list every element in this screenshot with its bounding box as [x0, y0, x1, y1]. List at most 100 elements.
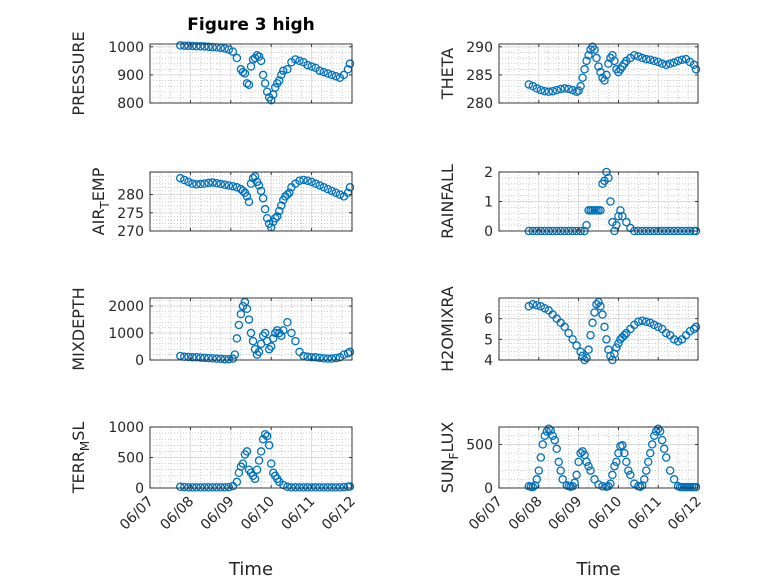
data-point: [188, 41, 197, 51]
data-point: [315, 181, 324, 190]
data-point: [331, 188, 341, 198]
data-point: [574, 457, 583, 467]
data-point: [554, 457, 563, 467]
y-axis-label-subscript: M: [78, 441, 92, 451]
y-tick-label: 0: [135, 481, 144, 497]
data-point: [260, 430, 270, 439]
subplot-pressure: 800 900 1000 PRESSURE: [69, 31, 355, 116]
data-point: [236, 309, 246, 319]
y-axis-label: SUNFLUX: [438, 422, 461, 494]
data-point: [558, 475, 567, 484]
data-point: [624, 466, 633, 475]
y-tick-label: 1000: [108, 326, 144, 342]
data-point: [307, 177, 316, 187]
data-point: [224, 354, 234, 364]
data-point: [524, 80, 534, 89]
y-tick-label: 1000: [108, 420, 144, 436]
data-point: [596, 206, 605, 215]
data-point: [299, 175, 308, 185]
data-point: [528, 299, 538, 309]
data-point: [606, 351, 615, 361]
data-point: [260, 204, 270, 214]
data-point: [319, 67, 328, 77]
data-point: [612, 343, 621, 352]
data-point: [647, 440, 657, 449]
data-point: [277, 70, 286, 80]
y-axis-label: AIRTEMP: [89, 167, 112, 235]
data-point: [661, 60, 671, 70]
data-point: [657, 435, 667, 445]
data-point: [586, 466, 595, 475]
data-point: [242, 79, 252, 88]
data-point: [204, 353, 213, 363]
y-tick-label: 1000: [108, 40, 144, 56]
data-point: [220, 44, 229, 53]
y-tick-label: 900: [117, 68, 144, 84]
data-point: [291, 483, 300, 492]
data-point: [649, 320, 659, 330]
data-point: [242, 304, 252, 314]
data-point: [295, 176, 304, 185]
series-markers: [176, 297, 355, 364]
subplot-terr-msl: 0 500 1000 TERRMSL 06/07 06/08 06/09 06/10 06/11…: [69, 420, 359, 580]
data-point: [268, 334, 278, 343]
data-point: [669, 475, 679, 484]
data-point: [246, 328, 256, 338]
y-axis-label: TERRMSL: [69, 422, 92, 495]
data-point: [610, 56, 619, 66]
data-point: [345, 183, 355, 192]
data-point: [600, 76, 609, 85]
data-point: [552, 85, 561, 95]
y-axis-label-tail: EMP: [89, 167, 108, 201]
data-point: [279, 66, 288, 75]
x-axis-label: Time: [575, 559, 620, 580]
y-axis-label-main: PRESSURE: [69, 31, 88, 115]
data-point: [592, 299, 601, 309]
data-point: [552, 444, 561, 454]
data-point: [252, 50, 262, 60]
subplot-air-temp: 270 275 280 AIRTEMP: [89, 167, 355, 240]
series-markers: [176, 41, 355, 105]
data-point: [224, 482, 234, 492]
data-point: [216, 483, 225, 492]
data-point: [200, 179, 209, 188]
data-point: [645, 448, 655, 458]
data-point: [176, 482, 185, 492]
data-point: [254, 456, 264, 465]
data-point: [283, 482, 292, 492]
data-point: [542, 427, 552, 436]
x-tick-label: 06/07: [466, 494, 506, 534]
data-point: [345, 59, 355, 68]
data-point: [283, 190, 292, 199]
y-axis-label-main: MIXDEPTH: [69, 287, 88, 370]
data-point: [200, 483, 209, 492]
data-point: [270, 213, 280, 223]
data-point: [655, 427, 665, 436]
data-point: [279, 326, 288, 335]
data-point: [303, 176, 312, 185]
data-point: [616, 206, 625, 215]
plot-area: [499, 44, 698, 103]
data-point: [228, 181, 238, 191]
data-point: [319, 483, 328, 492]
data-point: [570, 478, 579, 488]
data-point: [315, 66, 324, 75]
data-point: [540, 304, 550, 313]
data-point: [299, 483, 308, 492]
series-markers: [176, 430, 355, 492]
data-point: [592, 53, 601, 63]
data-point: [208, 483, 217, 492]
data-point: [651, 427, 661, 436]
data-point: [254, 52, 264, 61]
y-tick-label: 0: [135, 353, 144, 369]
data-point: [540, 431, 550, 440]
data-point: [184, 177, 193, 187]
data-point: [250, 474, 260, 484]
data-point: [645, 55, 655, 64]
y-axis-label-tail: LUX: [438, 422, 457, 453]
data-point: [691, 65, 701, 74]
data-point: [685, 326, 695, 336]
data-point: [244, 197, 254, 207]
data-point: [204, 483, 213, 492]
data-point: [528, 482, 538, 492]
